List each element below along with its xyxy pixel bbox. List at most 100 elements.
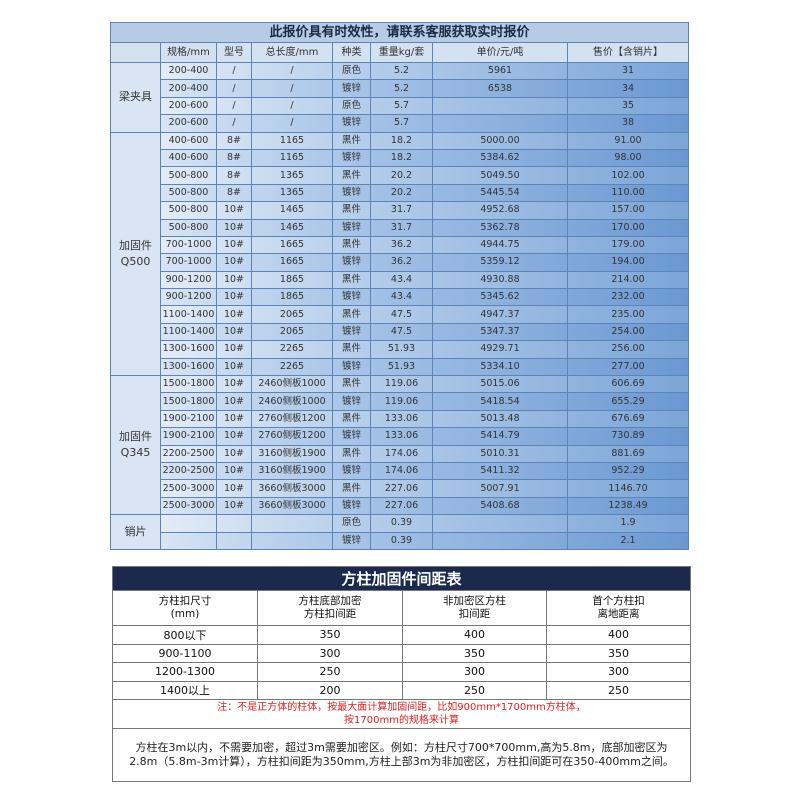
cell: 102.00 (566, 166, 690, 185)
cell: 镀锌 (332, 392, 371, 411)
cell: 2265 (251, 357, 333, 377)
cell: 157.00 (566, 201, 690, 220)
cell: 1900-2100 (160, 409, 217, 429)
cell: 镀锌 (332, 357, 371, 377)
cell (160, 531, 217, 550)
cell: 119.06 (370, 375, 433, 394)
cell: 镀锌 (332, 253, 371, 272)
spacing-table-body: 方柱加固件间距表 方柱扣尺寸 (mm) 方柱底部加密 方柱扣间距 非加密区方柱 扣间… (111, 566, 692, 782)
cell: 10# (216, 357, 252, 377)
cell (432, 531, 568, 550)
cell: 2.1 (566, 531, 690, 550)
data-row: 1900-2100 10# 2760侧板1200 黑件 133.06 5013.48 676… (110, 409, 690, 429)
cell: 133.06 (370, 427, 433, 446)
cell (432, 114, 568, 133)
data-row: 900-1200 10# 1865 黑件 43.4 4930.88 214.00 (110, 270, 690, 290)
cell: 2760侧板1200 (251, 427, 333, 446)
cell: 1238.49 (566, 496, 690, 516)
cell: 1400以上 (112, 680, 258, 700)
cell: 2460侧板1000 (251, 392, 333, 411)
cell: 原色 (332, 514, 371, 533)
cell: 5359.12 (432, 253, 568, 272)
cell: 5.7 (370, 114, 433, 133)
header-cell: 方柱扣尺寸 (mm) (112, 590, 258, 626)
price-table-title: 此报价具有时效性，请联系客服获取实时报价 (109, 22, 690, 43)
cell: 1100-1400 (160, 322, 217, 342)
cell: 1200-1300 (112, 662, 258, 682)
cell: 5334.10 (432, 357, 568, 377)
cell: 300 (257, 643, 403, 663)
cell: 1300-1600 (160, 357, 217, 377)
cell: 1365 (251, 166, 333, 185)
cell: 黑件 (332, 305, 371, 324)
group-label: 加固件 Q345 (110, 375, 161, 516)
cell: 3660侧板3000 (251, 479, 333, 498)
cell: 34 (566, 79, 690, 98)
note-row: 注：不是正方体的柱体，按最大面计算加固间距，比如900mm*1700mm方柱体，… (111, 699, 692, 729)
cell: 227.06 (370, 496, 433, 516)
cell: 0.39 (370, 531, 433, 550)
cell: 881.69 (566, 444, 690, 463)
cell: 18.2 (370, 148, 433, 168)
cell: 952.29 (566, 461, 690, 481)
cell: 10# (216, 375, 252, 394)
spacing-table: 方柱加固件间距表 方柱扣尺寸 (mm) 方柱底部加密 方柱扣间距 非加密区方柱 扣间… (111, 566, 692, 782)
cell: 200-400 (160, 61, 217, 81)
cell: 235.00 (566, 305, 690, 324)
cell: 1665 (251, 235, 333, 255)
cell: 500-800 (160, 201, 217, 220)
cell: 镀锌 (332, 183, 371, 203)
header-cell: 方柱底部加密 方柱扣间距 (257, 590, 403, 626)
cell: 镀锌 (332, 531, 371, 550)
cell: 黑件 (332, 201, 371, 220)
cell: 4929.71 (432, 340, 568, 359)
cell: 110.00 (566, 183, 690, 203)
cell (216, 531, 252, 550)
cell: 2065 (251, 322, 333, 342)
cell: 256.00 (566, 340, 690, 359)
group-label: 销片 (110, 514, 161, 550)
cell: 98.00 (566, 148, 690, 168)
cell: 3160侧板1900 (251, 461, 333, 481)
cell: 18.2 (370, 131, 433, 150)
cell: 原色 (332, 96, 371, 116)
cell: 10# (216, 253, 252, 272)
cell: 8# (216, 131, 252, 150)
cell: 5010.31 (432, 444, 568, 463)
group-label: 梁夹具 (110, 62, 161, 133)
cell: 31.7 (370, 201, 433, 220)
cell: 119.06 (370, 392, 433, 411)
cell: 5.2 (370, 79, 433, 98)
cell: 黑件 (332, 375, 371, 394)
data-row: 1400以上 200 250 250 (112, 680, 692, 700)
cell: 10# (216, 235, 252, 255)
header-cell: 单价/元/吨 (432, 42, 568, 63)
cell: 500-800 (160, 218, 217, 237)
cell: 镀锌 (332, 79, 371, 98)
cell: / (251, 96, 333, 116)
cell: 10# (216, 496, 252, 516)
cell: 400-600 (160, 148, 217, 168)
cell: 35 (566, 96, 690, 116)
cell: 36.2 (370, 235, 433, 255)
cell: 2500-3000 (160, 479, 217, 498)
cell: 300 (545, 662, 692, 682)
footer-text: 方柱在3m以内，不需要加密，超过3m需要加密区。例如：方柱尺寸700*700mm… (111, 728, 692, 782)
cell: / (216, 114, 252, 133)
cell: 200-600 (160, 96, 217, 116)
cell: 174.06 (370, 444, 433, 463)
cell: 2760侧板1200 (251, 409, 333, 429)
cell: 250 (402, 680, 547, 700)
cell: 5007.91 (432, 479, 568, 498)
cell: 200-400 (160, 79, 217, 98)
cell: 214.00 (566, 270, 690, 290)
cell: 800以下 (112, 625, 258, 645)
cell (251, 514, 333, 533)
cell (432, 514, 568, 533)
cell: 黑件 (332, 409, 371, 429)
header-row: 规格/mm 型号 总长度/mm 种类 重量kg/套 单价/元/吨 售价【含销片】 (110, 42, 690, 63)
cell: 5411.32 (432, 461, 568, 481)
cell: / (251, 79, 333, 98)
cell: 1865 (251, 288, 333, 307)
